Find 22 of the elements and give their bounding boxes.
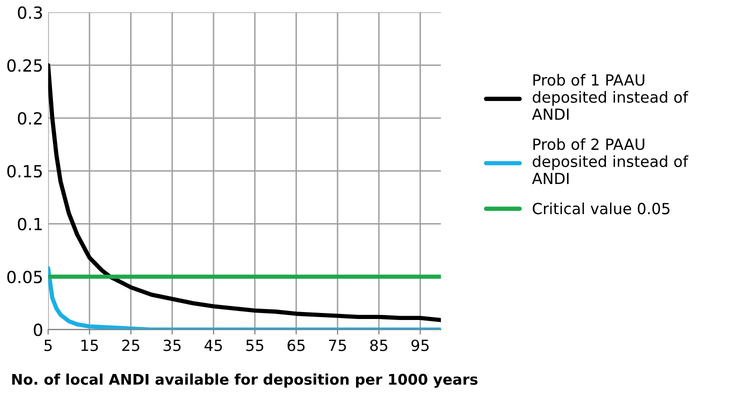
x-tick-label: 15 <box>81 340 98 352</box>
x-tick-label: 75 <box>329 340 346 352</box>
legend-label: Prob of 2 PAAU deposited instead of ANDI <box>532 138 688 184</box>
x-tick-label: 85 <box>370 340 388 352</box>
line-series <box>48 63 441 322</box>
legend-label: Critical value 0.05 <box>532 202 670 214</box>
x-tick-label: 5 <box>44 340 52 352</box>
y-tick-label: 0 <box>34 324 42 336</box>
legend-label: Prob of 1 PAAU deposited instead of ANDI <box>532 74 688 120</box>
x-tick-label: 95 <box>411 340 429 352</box>
y-tick-label: 0.3 <box>18 6 42 19</box>
y-tick-label: 0.25 <box>7 59 42 72</box>
x-tick-label: 35 <box>164 340 181 352</box>
y-tick-label: 0.1 <box>18 218 42 230</box>
x-tick-label: 65 <box>288 340 305 352</box>
x-tick-label: 55 <box>246 340 264 352</box>
x-axis-title: No. of local ANDI available for deposition per 1000 years <box>12 374 478 388</box>
y-tick-label: 0.05 <box>7 270 42 284</box>
x-tick-label: 45 <box>204 340 222 352</box>
x-tick-label: 25 <box>122 340 140 352</box>
y-tick-label: 0.15 <box>7 164 42 178</box>
y-tick-label: 0.2 <box>18 112 42 125</box>
